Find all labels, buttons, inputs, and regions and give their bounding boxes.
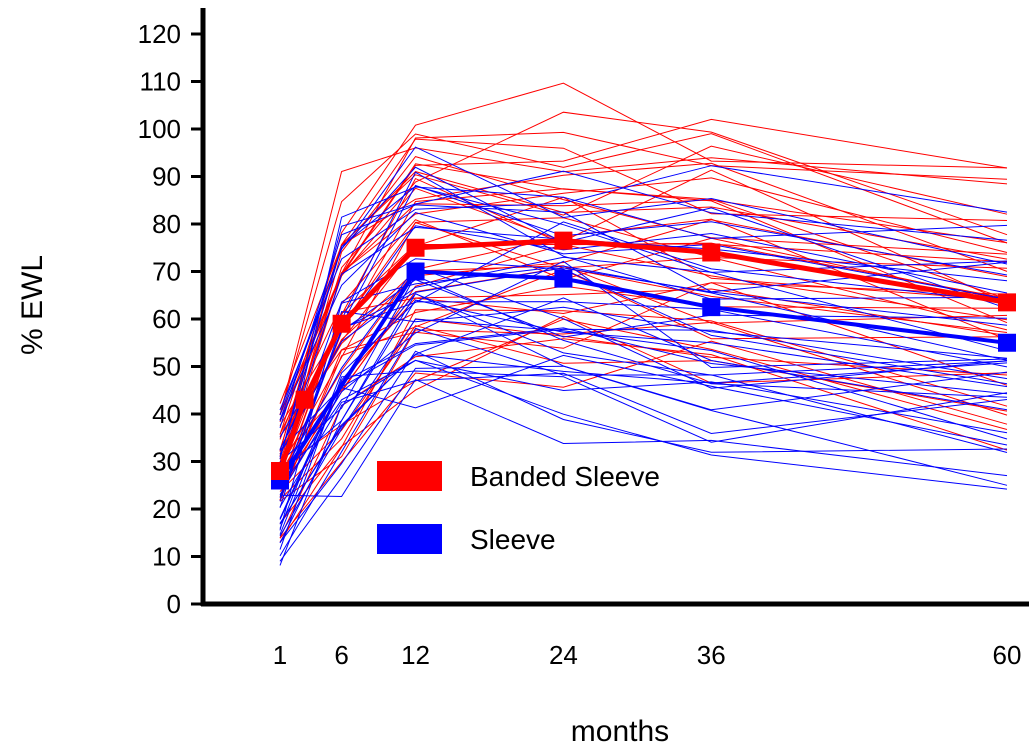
y-tick-label: 10 [152,542,181,572]
patient-line [279,186,1008,486]
patient-line [279,165,1008,411]
y-tick-label: 110 [140,67,181,97]
patient-line [279,354,1008,525]
patient-line [279,185,1008,458]
legend-label: Sleeve [470,524,556,555]
patient-line [279,218,1008,474]
x-tick-label: 6 [334,640,348,670]
axis-ticks: 0 10 20 30 40 50 60 70 80 90 100 110 120 1 6 12 24 36 60 [138,19,1022,670]
y-tick-label: 60 [152,304,181,334]
x-tick-label: 1 [273,640,287,670]
patient-line [279,299,1008,474]
patient-line [279,309,1008,543]
patient-line [279,365,1008,562]
individual-patient-lines [279,82,1008,566]
patient-line [279,219,1008,453]
axes [200,8,1029,607]
y-tick-label: 120 [138,19,181,49]
y-axis-title: % EWL [16,255,49,355]
patient-line [279,260,1008,496]
data-point [998,333,1016,352]
y-tick-label: 50 [152,352,181,382]
y-tick-label: 40 [152,399,181,429]
x-tick-label: 60 [993,640,1022,670]
patient-line [279,111,1008,463]
data-point [406,238,425,257]
patient-line [279,327,1008,557]
y-tick-label: 80 [152,209,181,239]
data-point [295,390,314,409]
patient-line [279,315,1008,524]
patient-line [279,372,1008,508]
patient-line [279,184,1008,502]
data-point [406,262,425,281]
x-tick-label: 36 [697,640,726,670]
patient-line [279,292,1008,544]
patient-line [279,350,1008,543]
y-tick-label: 70 [152,257,181,287]
legend: Banded Sleeve Sleeve [377,461,660,555]
legend-swatch [377,524,442,554]
mean-series-lines [271,231,1016,490]
y-tick-label: 100 [138,114,181,144]
patient-line [279,318,1008,537]
patient-line [279,275,1008,463]
y-tick-label: 20 [152,494,181,524]
patient-line [279,219,1008,435]
x-tick-label: 12 [401,640,430,670]
legend-label: Banded Sleeve [470,461,660,492]
patient-line [279,359,1008,490]
y-tick-label: 30 [152,447,181,477]
patient-line [279,338,1008,539]
patient-line [279,131,1008,423]
x-tick-label: 24 [549,640,578,670]
data-point [998,293,1016,312]
data-point [332,314,351,333]
patient-line [279,327,1008,519]
patient-line [279,82,1008,452]
data-point [702,243,721,262]
patient-line [279,285,1008,437]
data-point [554,269,573,288]
patient-line [279,217,1008,469]
y-tick-label: 0 [167,589,181,619]
patient-line [279,267,1008,498]
y-tick-label: 90 [152,162,181,192]
patient-line [279,318,1008,500]
x-axis-title: months [571,715,669,748]
legend-swatch [377,461,442,491]
patient-line [279,133,1008,416]
data-point [702,298,721,317]
patient-line [279,378,1008,498]
patient-line [279,258,1008,475]
patient-line [279,266,1008,479]
patient-line [279,211,1008,422]
data-point [554,231,573,250]
patient-line [279,359,1008,566]
patient-line [279,170,1008,460]
patient-line [279,340,1008,539]
patient-line [279,166,1008,421]
data-point [271,462,289,480]
patient-line [279,156,1008,475]
patient-line [279,242,1008,487]
patient-line [279,256,1008,455]
